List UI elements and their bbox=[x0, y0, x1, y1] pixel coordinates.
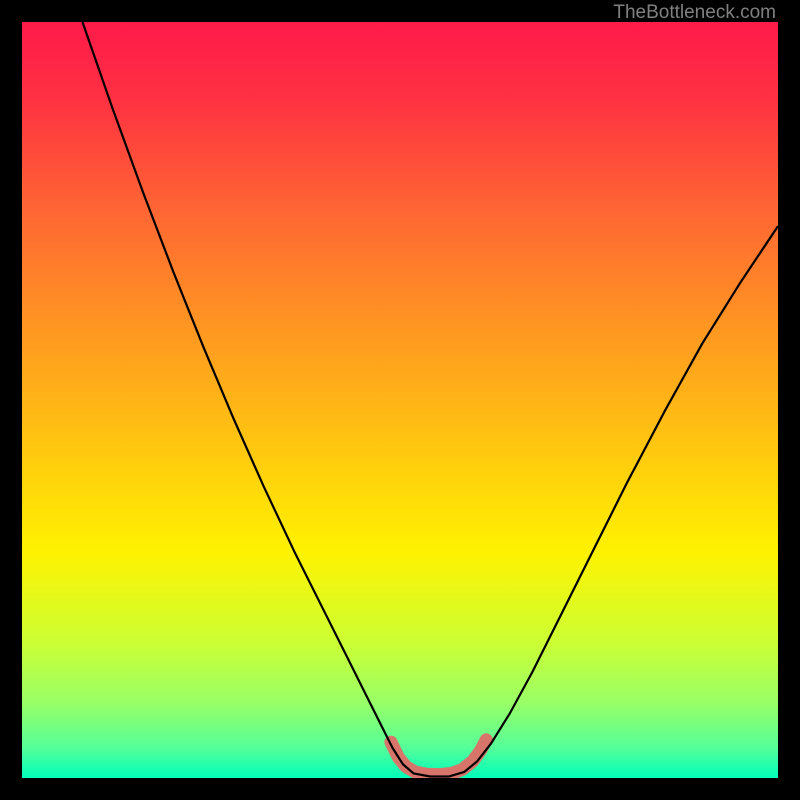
plot-area bbox=[22, 22, 778, 778]
bottleneck-main-curve bbox=[82, 22, 778, 776]
curve-layer bbox=[22, 22, 778, 778]
watermark-text: TheBottleneck.com bbox=[613, 2, 776, 24]
chart-container: TheBottleneck.com bbox=[0, 0, 800, 800]
bottleneck-accent-curve bbox=[391, 740, 486, 775]
